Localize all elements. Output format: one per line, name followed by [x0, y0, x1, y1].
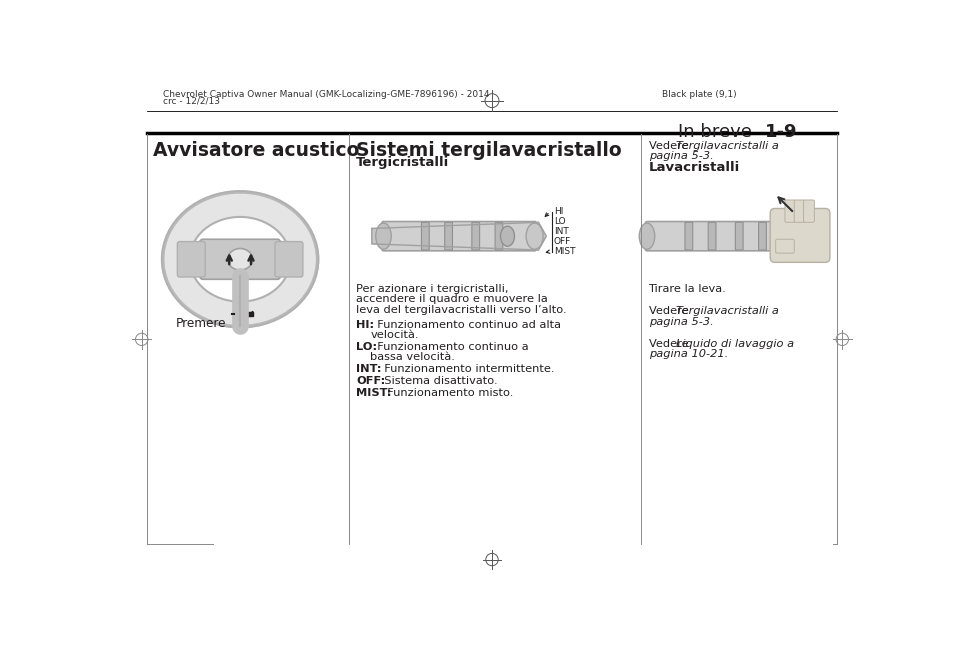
Text: Sistema disattivato.: Sistema disattivato.	[376, 376, 497, 386]
FancyBboxPatch shape	[804, 200, 814, 222]
FancyBboxPatch shape	[645, 222, 792, 251]
FancyBboxPatch shape	[382, 222, 537, 251]
Text: INT:: INT:	[356, 364, 382, 374]
Text: Funzionamento intermittente.: Funzionamento intermittente.	[376, 364, 554, 374]
FancyBboxPatch shape	[708, 222, 716, 250]
Polygon shape	[372, 222, 546, 250]
Text: Chevrolet Captiva Owner Manual (GMK-Localizing-GME-7896196) - 2014: Chevrolet Captiva Owner Manual (GMK-Loca…	[162, 90, 490, 99]
Text: Tergilavacristalli a: Tergilavacristalli a	[677, 140, 780, 151]
Ellipse shape	[526, 223, 543, 249]
Text: Black plate (9,1): Black plate (9,1)	[662, 90, 737, 99]
Text: Tergicristalli: Tergicristalli	[356, 156, 449, 169]
Text: Avvisatore acustico: Avvisatore acustico	[153, 140, 359, 160]
Text: Vedere: Vedere	[649, 306, 692, 317]
Ellipse shape	[639, 223, 655, 249]
FancyBboxPatch shape	[794, 200, 805, 222]
Text: Funzionamento continuo a: Funzionamento continuo a	[371, 342, 529, 352]
Text: Funzionamento misto.: Funzionamento misto.	[379, 388, 513, 398]
FancyBboxPatch shape	[685, 222, 693, 250]
Text: accendere il quadro e muovere la: accendere il quadro e muovere la	[356, 294, 548, 304]
Text: MIST: MIST	[554, 247, 575, 256]
Text: pagina 5-3.: pagina 5-3.	[649, 151, 713, 161]
Text: Per azionare i tergicristalli,: Per azionare i tergicristalli,	[356, 284, 509, 294]
Text: pagina 10-21.: pagina 10-21.	[649, 349, 728, 360]
Text: velocità.: velocità.	[371, 330, 419, 340]
Text: Tergilavacristalli a: Tergilavacristalli a	[677, 306, 780, 317]
Text: In breve: In breve	[678, 123, 752, 141]
Text: Liquido di lavaggio a: Liquido di lavaggio a	[677, 339, 795, 349]
FancyBboxPatch shape	[495, 222, 503, 250]
Ellipse shape	[500, 226, 515, 246]
FancyBboxPatch shape	[770, 208, 829, 262]
FancyBboxPatch shape	[200, 239, 280, 280]
Text: leva del tergilavacristalli verso l’alto.: leva del tergilavacristalli verso l’alto…	[356, 304, 567, 314]
FancyBboxPatch shape	[421, 222, 429, 250]
Text: Premere: Premere	[176, 317, 227, 330]
Ellipse shape	[190, 217, 291, 302]
Text: Vedere: Vedere	[649, 140, 692, 151]
Ellipse shape	[228, 249, 252, 270]
FancyBboxPatch shape	[758, 222, 766, 250]
Text: pagina 5-3.: pagina 5-3.	[649, 317, 713, 327]
Ellipse shape	[375, 223, 392, 249]
Text: Funzionamento continuo ad alta: Funzionamento continuo ad alta	[371, 320, 562, 330]
Text: Sistemi tergilavacristallo: Sistemi tergilavacristallo	[356, 140, 622, 160]
Text: Lavacristalli: Lavacristalli	[649, 161, 740, 174]
Text: INT: INT	[554, 227, 568, 236]
Ellipse shape	[162, 192, 318, 327]
Text: HI: HI	[554, 207, 564, 216]
FancyBboxPatch shape	[275, 241, 303, 277]
Text: bassa velocità.: bassa velocità.	[371, 352, 455, 362]
FancyBboxPatch shape	[776, 239, 794, 253]
FancyBboxPatch shape	[785, 200, 796, 222]
Text: crc - 12/2/13: crc - 12/2/13	[162, 97, 220, 106]
Text: Tirare la leva.: Tirare la leva.	[649, 284, 727, 294]
FancyBboxPatch shape	[735, 222, 743, 250]
Text: 1-9: 1-9	[765, 123, 798, 141]
Ellipse shape	[251, 311, 254, 317]
FancyBboxPatch shape	[472, 222, 480, 250]
Ellipse shape	[781, 223, 799, 249]
Text: Vedere: Vedere	[649, 339, 692, 349]
Text: HI:: HI:	[356, 320, 374, 330]
Text: OFF: OFF	[554, 237, 571, 246]
FancyBboxPatch shape	[178, 241, 205, 277]
Text: MIST:: MIST:	[356, 388, 392, 398]
Text: LO: LO	[554, 217, 565, 226]
FancyBboxPatch shape	[444, 222, 452, 250]
Text: OFF:: OFF:	[356, 376, 386, 386]
Text: LO:: LO:	[356, 342, 377, 352]
Polygon shape	[234, 312, 252, 317]
